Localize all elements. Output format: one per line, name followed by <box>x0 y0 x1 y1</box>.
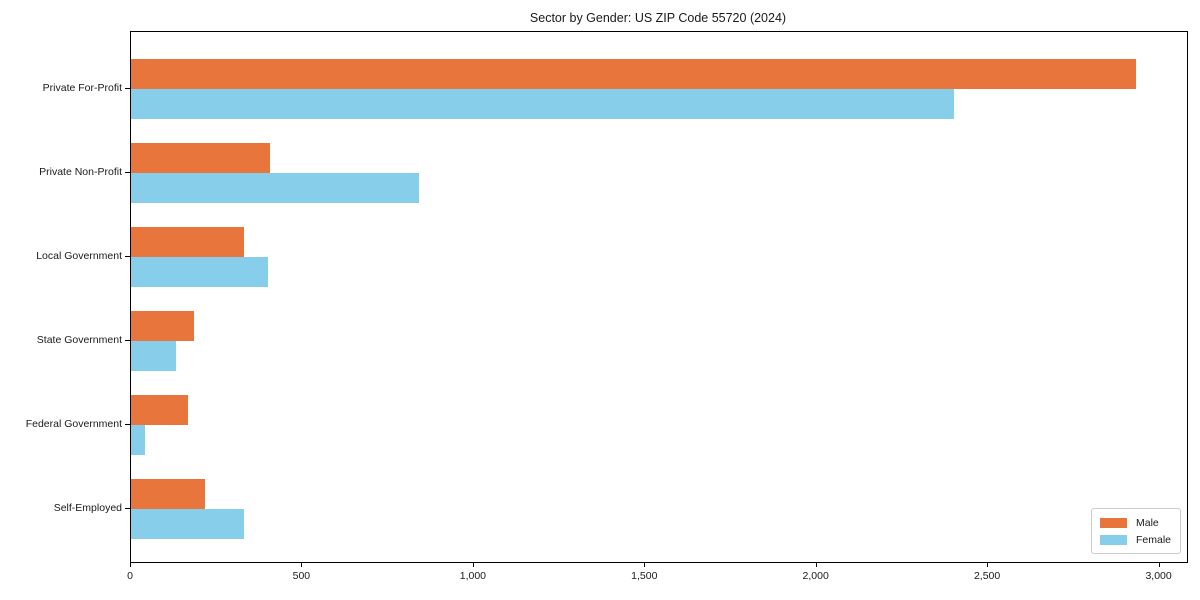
x-tick-mark-3-000 <box>1158 563 1160 567</box>
y-tick-label-state-government: State Government <box>36 334 122 346</box>
chart-title: Sector by Gender: US ZIP Code 55720 (202… <box>529 11 787 25</box>
male-series-swatch <box>1099 517 1127 528</box>
bar-male-self-employed <box>131 479 205 509</box>
x-tick-label-0: 0 <box>127 570 133 582</box>
y-tick-label-local-government: Local Government <box>36 250 122 262</box>
x-tick-label-3-000: 3,000 <box>1145 570 1172 582</box>
legend-item-male: Male <box>1099 514 1171 531</box>
y-tick-label-self-employed: Self-Employed <box>53 502 122 514</box>
x-tick-label-2-000: 2,000 <box>802 570 829 582</box>
y-tick-label-federal-government: Federal Government <box>25 418 122 430</box>
x-tick-label-1-000: 1,000 <box>459 570 487 582</box>
bar-female-private-non-profit <box>131 173 419 203</box>
x-tick-mark-0 <box>130 563 131 567</box>
bar-female-federal-government <box>131 425 145 455</box>
plot-area: Male Female <box>130 31 1188 563</box>
bar-male-private-non-profit <box>131 143 270 173</box>
x-tick-mark-1-500 <box>644 563 646 567</box>
legend-label-female: Female <box>1135 533 1171 546</box>
y-tick-mark-private-for-profit <box>125 88 130 89</box>
female-series-swatch <box>1099 534 1127 545</box>
bar-female-private-for-profit <box>131 89 954 119</box>
y-tick-mark-local-government <box>125 256 130 257</box>
legend: Male Female <box>1090 508 1181 554</box>
y-tick-label-private-for-profit: Private For-Profit <box>42 82 122 94</box>
bar-male-state-government <box>131 311 195 341</box>
bar-female-state-government <box>131 341 176 371</box>
y-tick-mark-federal-government <box>125 424 130 425</box>
bar-female-self-employed <box>131 509 245 539</box>
bar-female-local-government <box>131 257 269 287</box>
x-tick-label-1-500: 1,500 <box>631 570 658 582</box>
y-tick-mark-state-government <box>125 340 130 341</box>
legend-label-male: Male <box>1135 516 1159 529</box>
bar-male-local-government <box>131 227 245 257</box>
y-tick-label-private-non-profit: Private Non-Profit <box>39 166 122 178</box>
y-tick-mark-self-employed <box>125 508 130 509</box>
x-tick-mark-500 <box>301 563 303 567</box>
bar-male-federal-government <box>131 395 188 425</box>
x-tick-mark-1-000 <box>472 563 474 567</box>
legend-item-female: Female <box>1099 531 1171 548</box>
x-tick-mark-2-000 <box>815 563 817 567</box>
y-tick-mark-private-non-profit <box>125 172 130 173</box>
x-tick-mark-2-500 <box>987 563 989 567</box>
x-tick-label-2-500: 2,500 <box>973 570 1001 582</box>
x-tick-label-500: 500 <box>292 570 311 582</box>
bar-male-private-for-profit <box>131 59 1136 89</box>
